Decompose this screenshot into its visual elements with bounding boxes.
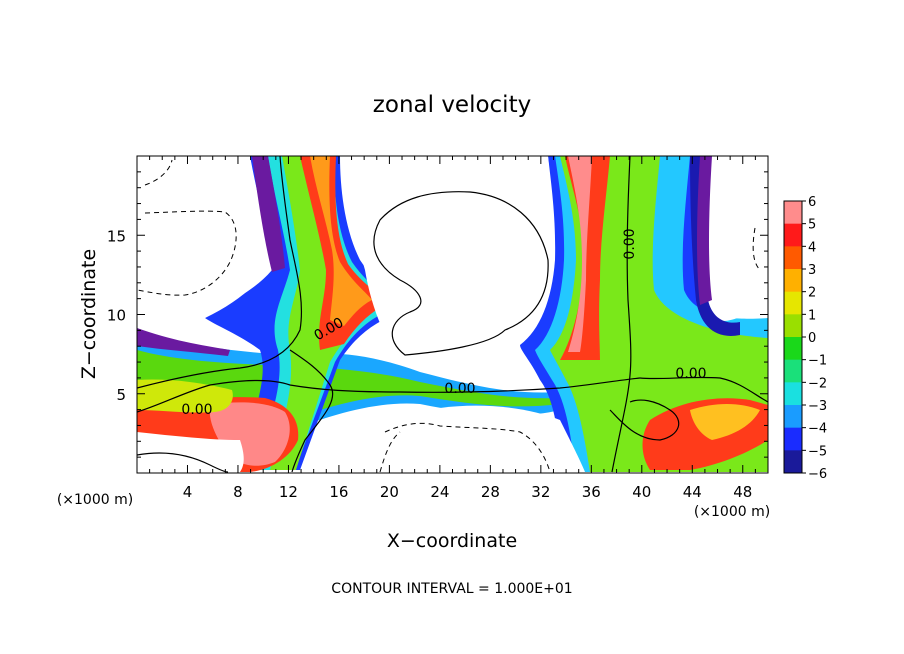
colorbar-swatch — [784, 450, 802, 459]
colorbar-swatch — [784, 253, 802, 262]
colorbar-swatch — [784, 397, 802, 406]
colorbar-swatch — [784, 420, 802, 429]
x-tick-label: 4 — [183, 483, 193, 501]
x-axis: 4 8 12 16 20 24 28 32 36 40 44 48 — [136, 156, 769, 501]
x-tick-label: 28 — [481, 483, 500, 501]
x-unit-right: (×1000 m) — [694, 504, 770, 520]
colorbar-swatch — [784, 284, 802, 293]
x-tick-label: 12 — [279, 483, 298, 501]
colorbar-tick-label: −2 — [808, 376, 827, 391]
colorbar-swatch — [784, 457, 802, 466]
colorbar-tick-label: −4 — [808, 422, 827, 437]
colorbar-swatch — [784, 216, 802, 225]
colorbar-swatch — [784, 276, 802, 285]
x-tick-label: 40 — [632, 483, 651, 501]
colorbar-swatch — [784, 223, 802, 232]
colorbar-swatch — [784, 435, 802, 444]
colorbar-tick-label: 5 — [808, 218, 816, 233]
colorbar-swatch — [784, 374, 802, 383]
colorbar-tick-label: −1 — [808, 354, 827, 369]
contour-label: 0.00 — [622, 228, 638, 259]
x-tick-label: 48 — [733, 483, 752, 501]
colorbar-swatch — [784, 359, 802, 368]
colorbar-swatch — [784, 337, 802, 346]
y-tick-label: 5 — [116, 386, 126, 404]
colorbar-swatch — [784, 201, 802, 210]
y-axis-label: Z−coordinate — [78, 249, 100, 379]
x-tick-label: 44 — [683, 483, 702, 501]
colorbar-tick-label: 1 — [808, 308, 816, 323]
colorbar-tick-label: −3 — [808, 399, 827, 414]
x-tick-label: 16 — [329, 483, 348, 501]
colorbar-swatch — [784, 405, 802, 414]
colorbar-swatch — [784, 442, 802, 451]
colorbar-swatch — [784, 299, 802, 308]
y-tick-label: 10 — [107, 307, 126, 325]
colorbar-tick-label: 4 — [808, 240, 816, 255]
y-tick-label: 15 — [107, 227, 126, 245]
colorbar-swatch — [784, 238, 802, 247]
colorbar-swatch — [784, 246, 802, 255]
colorbar-tick-label: 2 — [808, 286, 816, 301]
colorbar-swatch — [784, 208, 802, 217]
colorbar-swatch — [784, 465, 802, 474]
colorbar-tick-label: −5 — [808, 444, 827, 459]
colorbar-swatch — [784, 367, 802, 376]
contour-label: 0.00 — [181, 402, 212, 418]
x-tick-label: 32 — [531, 483, 550, 501]
x-tick-label: 24 — [430, 483, 449, 501]
colorbar-tick-label: 3 — [808, 263, 816, 278]
colorbar-tick-label: −6 — [808, 467, 827, 482]
colorbar-swatch — [784, 269, 802, 278]
contour-label: 0.00 — [675, 366, 706, 382]
colorbar-swatch — [784, 314, 802, 323]
colorbar-swatch — [784, 344, 802, 353]
x-unit-left: (×1000 m) — [57, 492, 133, 508]
colorbar-tick-label: 6 — [808, 195, 816, 210]
contour-interval-note: CONTOUR INTERVAL = 1.000E+01 — [331, 581, 572, 597]
colorbar-swatch — [784, 427, 802, 436]
chart-title: zonal velocity — [373, 92, 531, 118]
colorbar-swatch — [784, 306, 802, 315]
colorbar-tick-label: 0 — [808, 331, 816, 346]
contour-lines — [137, 156, 768, 473]
y-axis: 5 10 15 — [107, 155, 768, 474]
contour-label: 0.00 — [444, 381, 475, 397]
colorbar-swatch — [784, 261, 802, 270]
dashed-contours — [137, 159, 761, 473]
x-tick-label: 8 — [233, 483, 243, 501]
x-tick-label: 20 — [380, 483, 399, 501]
x-tick-label: 36 — [582, 483, 601, 501]
colorbar-swatch — [784, 291, 802, 300]
colorbar-swatch — [784, 231, 802, 240]
colorbar-swatch — [784, 321, 802, 330]
colorbar: 6 5 4 3 2 1 0 −1 −2 −3 −4 −5 −6 — [783, 195, 827, 482]
x-axis-label: X−coordinate — [387, 530, 517, 552]
colorbar-swatch — [784, 389, 802, 398]
colorbar-swatch — [784, 352, 802, 361]
colorbar-swatch — [784, 382, 802, 391]
colorbar-swatch — [784, 329, 802, 338]
velocity-field — [137, 156, 768, 472]
colorbar-swatch — [784, 412, 802, 421]
